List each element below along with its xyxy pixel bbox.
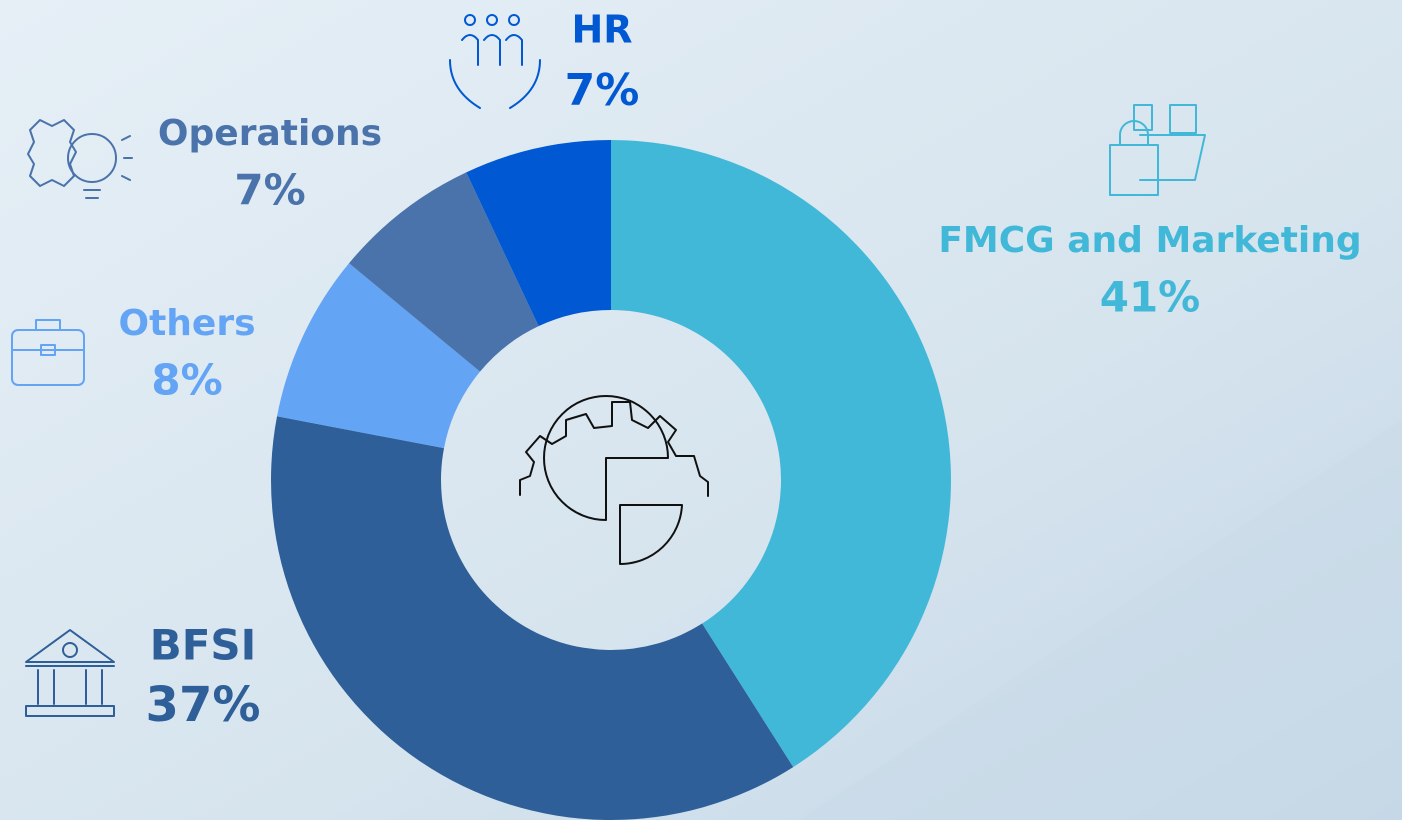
slice (277, 263, 481, 449)
fmcg-icon (1109, 104, 1206, 196)
operations-icon (27, 119, 133, 199)
others-icon (11, 319, 85, 386)
slice (349, 172, 539, 372)
value-label: 7% (565, 65, 640, 116)
value-label: 37% (146, 677, 261, 733)
center-icon (519, 395, 709, 566)
donut (271, 140, 951, 820)
value-label: 8% (151, 356, 222, 405)
slice (611, 140, 951, 768)
value-label: 7% (234, 166, 305, 215)
category-label: Operations (158, 113, 382, 154)
background-shape (800, 420, 1402, 820)
hr-icon (449, 14, 541, 109)
category-label: Others (118, 303, 255, 344)
slice (466, 140, 611, 327)
category-label: FMCG and Marketing (938, 220, 1361, 261)
value-label: 41% (1100, 273, 1201, 322)
bfsi-icon (25, 629, 115, 717)
category-label: BFSI (150, 621, 257, 670)
category-label: HR (571, 8, 632, 52)
slice (271, 416, 794, 820)
